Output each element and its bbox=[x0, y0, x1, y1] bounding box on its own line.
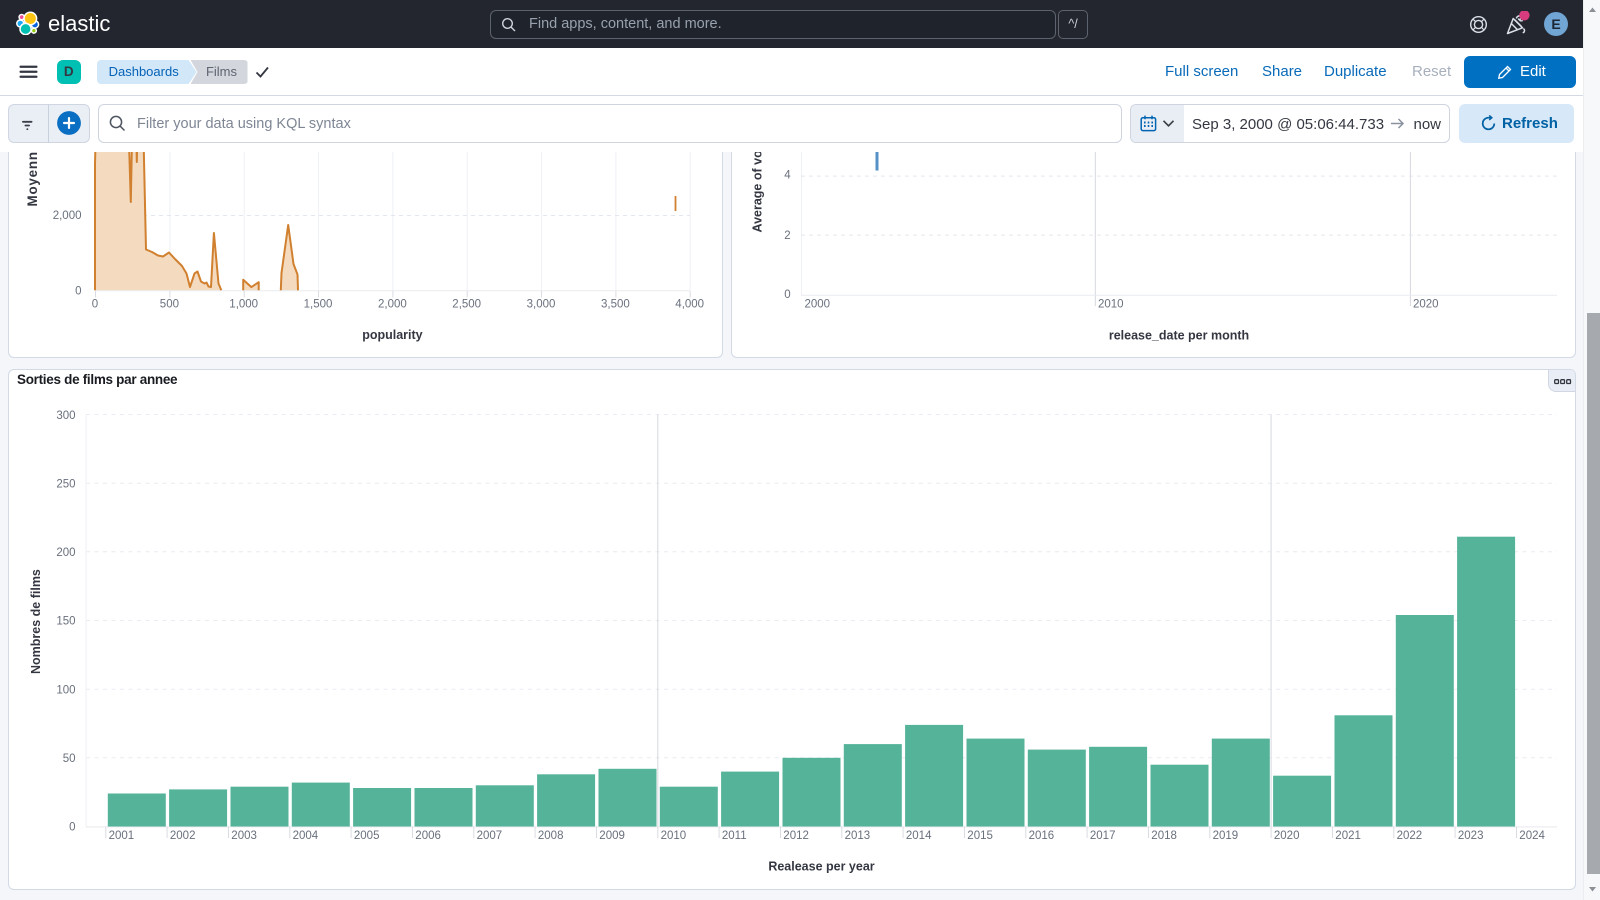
svg-text:0: 0 bbox=[75, 285, 81, 297]
svg-text:2004: 2004 bbox=[293, 830, 319, 842]
svg-text:2014: 2014 bbox=[906, 830, 932, 842]
svg-text:0: 0 bbox=[92, 299, 98, 311]
svg-text:0: 0 bbox=[69, 822, 75, 834]
svg-text:2: 2 bbox=[784, 230, 790, 242]
svg-text:2015: 2015 bbox=[967, 830, 993, 842]
svg-text:2013: 2013 bbox=[845, 830, 871, 842]
svg-text:100: 100 bbox=[56, 684, 75, 696]
svg-text:2010: 2010 bbox=[661, 830, 687, 842]
svg-text:popularity: popularity bbox=[362, 328, 422, 342]
svg-text:Moyenne of vote_count: Moyenne of vote_count bbox=[25, 152, 40, 207]
svg-text:3,000: 3,000 bbox=[527, 299, 556, 311]
svg-text:500: 500 bbox=[160, 299, 179, 311]
svg-text:2002: 2002 bbox=[170, 830, 196, 842]
svg-text:2023: 2023 bbox=[1458, 830, 1484, 842]
svg-text:release_date per month: release_date per month bbox=[1109, 329, 1249, 343]
svg-text:2000: 2000 bbox=[805, 298, 831, 310]
svg-text:2006: 2006 bbox=[415, 830, 441, 842]
svg-text:2,500: 2,500 bbox=[452, 299, 481, 311]
svg-text:Realease per year: Realease per year bbox=[768, 860, 874, 874]
svg-text:4,000: 4,000 bbox=[675, 299, 704, 311]
svg-text:2003: 2003 bbox=[231, 830, 257, 842]
svg-text:4: 4 bbox=[784, 169, 791, 181]
svg-text:2020: 2020 bbox=[1413, 298, 1439, 310]
svg-text:2020: 2020 bbox=[1274, 830, 1300, 842]
svg-text:2,000: 2,000 bbox=[53, 210, 82, 222]
svg-text:2,000: 2,000 bbox=[378, 299, 407, 311]
svg-text:2005: 2005 bbox=[354, 830, 380, 842]
svg-text:2024: 2024 bbox=[1519, 830, 1545, 842]
svg-text:2010: 2010 bbox=[1098, 298, 1124, 310]
svg-text:250: 250 bbox=[56, 479, 75, 491]
svg-text:2009: 2009 bbox=[599, 830, 625, 842]
svg-text:Average of vote_average: Average of vote_average bbox=[751, 152, 765, 233]
svg-text:2017: 2017 bbox=[1090, 830, 1116, 842]
svg-text:1,500: 1,500 bbox=[304, 299, 333, 311]
svg-text:2012: 2012 bbox=[783, 830, 809, 842]
svg-text:2022: 2022 bbox=[1397, 830, 1423, 842]
svg-text:2019: 2019 bbox=[1213, 830, 1239, 842]
svg-text:2001: 2001 bbox=[109, 830, 135, 842]
svg-text:2008: 2008 bbox=[538, 830, 564, 842]
svg-text:3,500: 3,500 bbox=[601, 299, 630, 311]
svg-text:2007: 2007 bbox=[477, 830, 503, 842]
svg-text:2021: 2021 bbox=[1335, 830, 1361, 842]
svg-text:2018: 2018 bbox=[1151, 830, 1177, 842]
svg-text:1,000: 1,000 bbox=[229, 299, 258, 311]
svg-text:50: 50 bbox=[63, 753, 76, 765]
svg-text:Nombres de films: Nombres de films bbox=[29, 569, 43, 674]
svg-text:150: 150 bbox=[56, 616, 75, 628]
svg-text:300: 300 bbox=[56, 410, 75, 422]
svg-text:200: 200 bbox=[56, 547, 75, 559]
svg-text:0: 0 bbox=[784, 289, 790, 301]
svg-text:2016: 2016 bbox=[1029, 830, 1055, 842]
svg-text:2011: 2011 bbox=[722, 830, 747, 842]
